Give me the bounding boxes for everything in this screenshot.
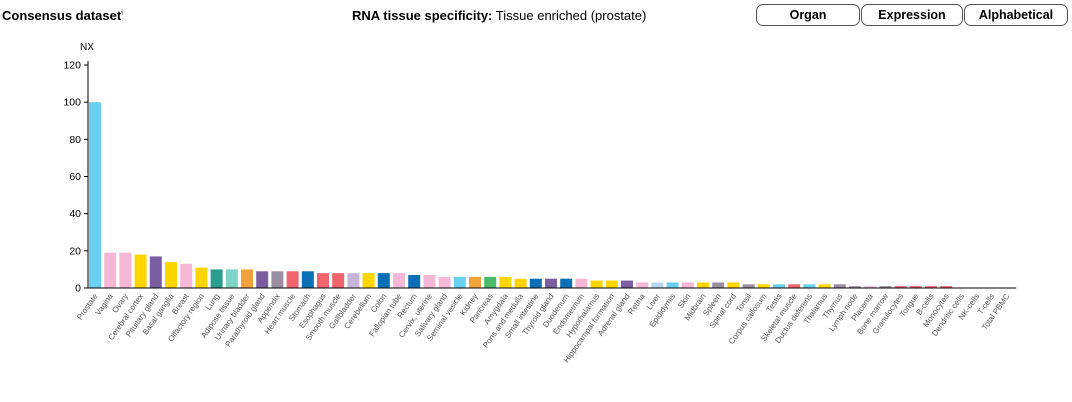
bar xyxy=(803,284,816,288)
bar xyxy=(757,284,770,288)
bar xyxy=(864,286,877,288)
y-tick-label: 60 xyxy=(69,171,81,183)
bar xyxy=(712,282,725,288)
bar xyxy=(788,284,801,288)
bar xyxy=(666,282,679,288)
bar xyxy=(773,284,785,288)
bar xyxy=(89,102,101,289)
x-tick-label: Retina xyxy=(626,292,647,317)
y-tick-label: 40 xyxy=(69,208,81,220)
bar xyxy=(210,269,223,288)
info-icon[interactable]: i xyxy=(121,9,123,17)
bar xyxy=(286,271,299,288)
bar xyxy=(165,261,177,288)
y-tick-label: 0 xyxy=(75,283,81,295)
bar xyxy=(833,284,846,288)
bar xyxy=(347,273,360,288)
y-tick-label: 100 xyxy=(63,97,81,109)
bar xyxy=(681,282,694,288)
bar xyxy=(940,286,953,288)
bar xyxy=(575,278,588,288)
bar xyxy=(879,286,892,288)
bar xyxy=(697,282,709,288)
bar xyxy=(925,286,937,288)
bar xyxy=(909,286,922,288)
bar xyxy=(423,274,436,288)
specificity-summary: RNA tissue specificity: Tissue enriched … xyxy=(352,8,646,23)
dataset-label-text: Consensus dataset xyxy=(2,8,122,23)
dataset-label: Consensus dataseti xyxy=(2,8,123,23)
specificity-value: Tissue enriched (prostate) xyxy=(495,8,647,23)
bar xyxy=(377,273,390,288)
y-tick-label: 20 xyxy=(69,245,81,257)
bar xyxy=(894,286,907,288)
sort-alphabetical-button[interactable]: Alphabetical xyxy=(964,4,1068,26)
bar xyxy=(362,273,375,288)
bar xyxy=(636,282,649,288)
bar xyxy=(818,284,831,288)
bar xyxy=(241,269,253,288)
bar xyxy=(301,271,314,288)
bar xyxy=(484,276,497,288)
bar xyxy=(621,280,633,288)
bar xyxy=(560,278,573,288)
bar xyxy=(149,256,162,288)
bar xyxy=(393,273,405,288)
bar xyxy=(742,284,755,288)
bar xyxy=(590,280,603,288)
y-axis-title: NX xyxy=(80,42,94,53)
sort-expression-button[interactable]: Expression xyxy=(861,4,963,26)
bar xyxy=(469,276,481,288)
bar xyxy=(104,252,117,288)
bar xyxy=(529,278,542,288)
bar xyxy=(195,267,208,288)
bar xyxy=(727,282,740,288)
bar xyxy=(408,274,421,288)
bar xyxy=(317,273,329,288)
y-tick-label: 120 xyxy=(63,60,81,72)
bar xyxy=(225,269,238,288)
bar xyxy=(256,271,269,288)
bar xyxy=(545,278,557,288)
bar xyxy=(119,252,132,288)
bar xyxy=(332,273,345,288)
bar xyxy=(499,276,512,288)
bar xyxy=(849,286,861,288)
bar xyxy=(453,276,466,288)
bar xyxy=(514,278,527,288)
bar xyxy=(134,254,147,288)
bar xyxy=(605,280,618,288)
y-tick-label: 80 xyxy=(69,134,81,146)
bar xyxy=(438,276,451,288)
sort-organ-button[interactable]: Organ xyxy=(756,4,860,26)
bar xyxy=(180,263,193,288)
bar xyxy=(651,282,664,288)
specificity-label: RNA tissue specificity: xyxy=(352,8,493,23)
bar xyxy=(271,271,284,288)
